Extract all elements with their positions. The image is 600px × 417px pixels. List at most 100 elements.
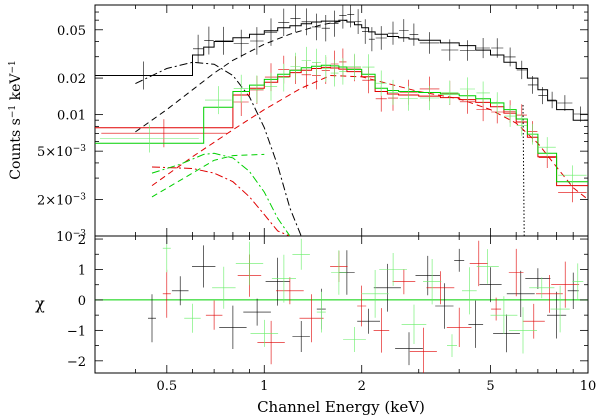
ylabel-main: Counts s — [8, 118, 24, 180]
spectrum-panel-frame — [94, 4, 589, 237]
residual-point-green-20 — [550, 285, 570, 333]
residual-point-black-6 — [292, 321, 310, 352]
spectrum-point-black-8 — [290, 5, 301, 33]
spectrum-point-green-16 — [399, 86, 418, 111]
y-tick-label-spectrum: 0.01 — [57, 109, 86, 124]
spectrum-point-black-29 — [527, 76, 538, 94]
y-tick-label-residual: 1 — [78, 263, 86, 278]
residual-point-green-14 — [447, 334, 457, 357]
spectrum-point-green-4 — [264, 72, 278, 101]
spectrum-point-green-24 — [527, 123, 538, 145]
spectrum-point-black-22 — [419, 32, 440, 54]
spectrum-point-black-12 — [330, 10, 339, 37]
residual-point-black-4 — [243, 298, 271, 326]
residual-point-red-13 — [469, 240, 488, 287]
spectrum-point-green-15 — [387, 79, 399, 105]
residual-point-green-13 — [423, 259, 442, 305]
residual-point-green-16 — [476, 249, 499, 284]
residual-point-green-4 — [250, 319, 279, 347]
residual-point-green-17 — [490, 296, 518, 334]
spectrum-point-black-1 — [193, 34, 204, 63]
residual-point-black-20 — [547, 291, 567, 339]
residual-point-red-14 — [491, 297, 502, 321]
spectrum-point-green-26 — [558, 165, 587, 185]
residual-point-black-3 — [219, 305, 247, 349]
y-tick-label-residual: 0 — [78, 294, 86, 309]
spectrum-series-group — [95, 5, 588, 236]
residual-point-black-5 — [265, 257, 290, 306]
spectrum-point-black-24 — [459, 40, 475, 61]
spectrum-point-black-32 — [557, 95, 573, 111]
y-axis-label-residual: χ — [35, 294, 45, 313]
residual-point-green-21 — [572, 263, 584, 300]
spectrum-point-black-16 — [362, 19, 369, 44]
residual-point-green-0 — [162, 236, 171, 273]
residual-point-green-18 — [509, 307, 537, 354]
spectrum-point-black-5 — [250, 27, 264, 55]
spectrum-point-green-7 — [301, 46, 312, 75]
residual-point-red-9 — [392, 269, 416, 295]
x-tick-label: 2 — [358, 379, 366, 394]
spectrum-series-black-dashed-1 — [135, 19, 347, 133]
spectrum-point-green-1 — [205, 86, 232, 115]
spectrum-point-black-9 — [301, 8, 312, 36]
residual-point-red-1 — [205, 300, 223, 330]
spectrum-point-black-2 — [204, 26, 214, 55]
residual-point-red-8 — [373, 308, 390, 353]
spectrum-point-black-27 — [504, 47, 516, 67]
spectrum-point-green-20 — [476, 81, 490, 105]
spectrum-point-red-25 — [558, 182, 587, 203]
spectrum-point-green-13 — [362, 54, 375, 80]
spectrum-point-black-26 — [491, 38, 504, 58]
spectrum-point-green-19 — [459, 77, 475, 101]
y-tick-label-residual: 2 — [78, 233, 86, 248]
y-tick-label-spectrum: 0.05 — [57, 24, 86, 39]
spectrum-point-black-14 — [347, 5, 355, 28]
residual-series-group — [95, 236, 588, 373]
x-tick-label: 10 — [580, 379, 597, 394]
spectrum-point-black-7 — [278, 8, 290, 36]
tick-labels-group: 0.5 1 2 5 100.050.020.015×10−32×10−310−3210−… — [37, 24, 596, 394]
ylabel-sup2: −1 — [8, 60, 18, 73]
spectrum-point-black-21 — [409, 23, 419, 46]
spectrum-point-black-15 — [354, 9, 362, 34]
spectrum-point-black-28 — [516, 60, 527, 80]
x-axis-label: Channel Energy (keV) — [257, 398, 425, 416]
spectrum-point-green-0 — [99, 124, 199, 153]
residual-point-red-0 — [162, 269, 171, 318]
spectrum-series-green-dashdot-9 — [151, 152, 291, 236]
residual-point-green-7 — [316, 291, 326, 333]
spectrum-point-green-21 — [491, 92, 504, 115]
spectrum-point-green-23 — [516, 114, 527, 136]
spectrum-point-black-25 — [476, 38, 490, 59]
residual-point-red-12 — [446, 307, 472, 347]
spectrum-point-black-23 — [441, 39, 459, 61]
spectrum-point-black-0 — [99, 61, 188, 90]
residual-point-black-11 — [395, 332, 423, 366]
residual-point-red-18 — [551, 261, 580, 308]
residual-point-green-3 — [235, 241, 264, 286]
spectrum-point-black-3 — [215, 26, 232, 55]
residual-point-green-2 — [212, 266, 236, 309]
spectrum-point-black-13 — [339, 5, 347, 29]
spectrum-point-green-12 — [347, 53, 361, 80]
residual-point-red-17 — [536, 275, 563, 313]
spectrum-series-red-dashdot-6 — [151, 166, 291, 236]
x-tick-label: 0.5 — [156, 379, 177, 394]
spectrum-point-black-33 — [573, 106, 588, 122]
residual-point-green-8 — [331, 250, 347, 295]
residual-point-red-4 — [276, 277, 304, 305]
spectrum-point-black-18 — [375, 26, 387, 50]
residual-point-black-13 — [435, 283, 454, 329]
spectrum-point-red-0 — [101, 119, 227, 148]
residual-point-black-9 — [357, 308, 380, 334]
residual-point-black-21 — [567, 272, 579, 309]
residual-point-red-7 — [357, 285, 367, 327]
residual-point-black-19 — [525, 268, 551, 289]
residual-point-black-10 — [373, 263, 401, 312]
residual-panel-frame — [94, 235, 589, 374]
x-tick-label: 5 — [486, 379, 494, 394]
residual-point-green-9 — [343, 327, 366, 352]
residual-point-red-10 — [409, 327, 437, 373]
